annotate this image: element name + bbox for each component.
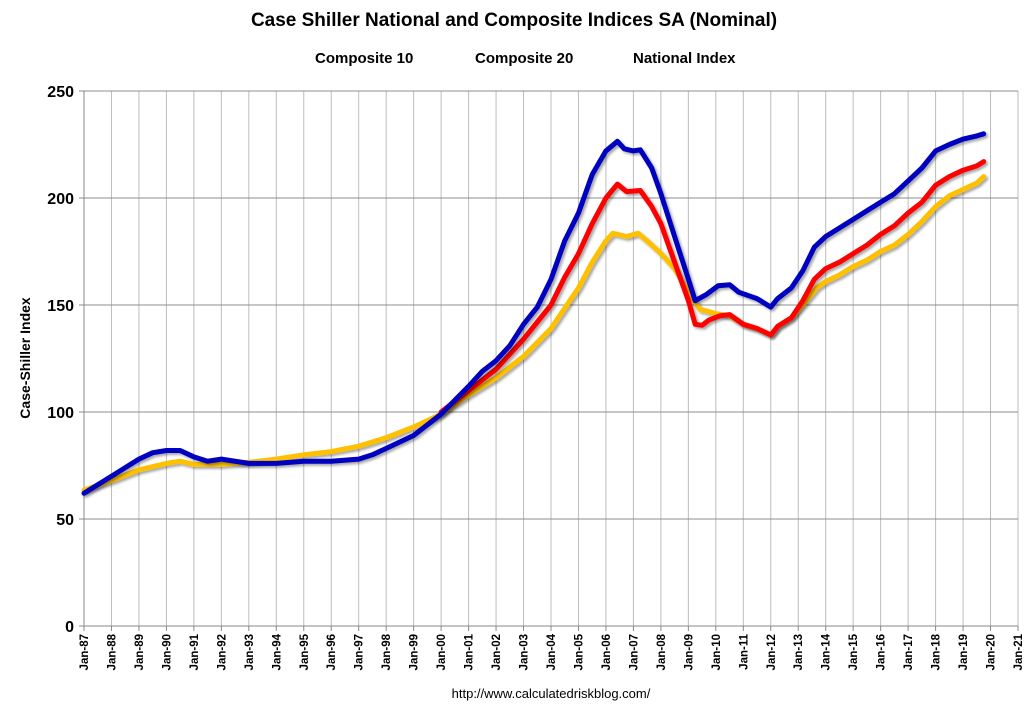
x-tick-label: Jan-97 bbox=[354, 634, 366, 670]
x-tick-label: Jan-17 bbox=[903, 634, 915, 670]
x-tick-label: Jan-00 bbox=[436, 634, 448, 670]
x-tick-label: Jan-03 bbox=[519, 634, 531, 670]
y-tick-label: 200 bbox=[47, 191, 74, 208]
axes: 0 50 100 150 200 250 Jan-87 Jan-88 Jan-89 Jan-90 J… bbox=[47, 84, 1025, 670]
x-tick-label: Jan-20 bbox=[986, 634, 998, 670]
x-tick-label: Jan-16 bbox=[876, 634, 888, 670]
x-tick-label: Jan-99 bbox=[409, 634, 421, 670]
chart-title: Case Shiller National and Composite Indi… bbox=[251, 10, 777, 31]
x-tick-label: Jan-90 bbox=[161, 634, 173, 670]
x-tick-label: Jan-95 bbox=[299, 633, 311, 670]
x-tick-label: Jan-04 bbox=[546, 633, 558, 670]
x-tick-label: Jan-19 bbox=[958, 634, 970, 670]
series-line-composite-20 bbox=[438, 159, 987, 415]
x-tick-label: Jan-18 bbox=[931, 633, 943, 670]
x-tick-label: Jan-15 bbox=[848, 633, 860, 670]
y-tick-label: 150 bbox=[47, 298, 74, 315]
y-axis-label: Case-Shiller Index bbox=[17, 297, 33, 419]
y-tick-label: 250 bbox=[47, 84, 74, 101]
x-tick-label: Jan-13 bbox=[793, 634, 805, 670]
legend-label: National Index bbox=[633, 50, 736, 67]
x-tick-label: Jan-94 bbox=[271, 633, 283, 670]
y-tick-label: 50 bbox=[56, 512, 74, 529]
x-tick-label: Jan-07 bbox=[628, 634, 640, 670]
x-tick-label: Jan-09 bbox=[683, 634, 695, 670]
y-tick-label: 0 bbox=[65, 619, 74, 636]
series-line-national-index bbox=[81, 174, 987, 493]
x-tick-label: Jan-21 bbox=[1013, 633, 1025, 670]
x-tick-label: Jan-10 bbox=[711, 634, 723, 670]
x-tick-label: Jan-87 bbox=[79, 634, 91, 670]
legend-label: Composite 10 bbox=[315, 50, 413, 67]
legend-label: Composite 20 bbox=[475, 50, 573, 67]
x-tick-label: Jan-91 bbox=[189, 633, 201, 670]
x-tick-label: Jan-98 bbox=[381, 633, 393, 670]
grid bbox=[84, 90, 1019, 626]
x-tick-label: Jan-88 bbox=[106, 633, 118, 670]
x-tick-label: Jan-05 bbox=[573, 633, 585, 670]
x-tick-label: Jan-89 bbox=[134, 634, 146, 670]
x-tick-label: Jan-12 bbox=[766, 634, 778, 670]
x-tick-label: Jan-06 bbox=[601, 634, 613, 670]
x-tick-label: Jan-96 bbox=[326, 634, 338, 670]
source-label: http://www.calculatedriskblog.com/ bbox=[452, 686, 651, 701]
series-line-composite-10 bbox=[81, 131, 987, 496]
x-tick-label: Jan-02 bbox=[491, 634, 503, 670]
x-tick-label: Jan-01 bbox=[464, 633, 476, 670]
series-lines bbox=[81, 131, 987, 496]
legend: Composite 10 Composite 20 National Index bbox=[285, 50, 736, 67]
y-tick-label: 100 bbox=[47, 405, 74, 422]
x-tick-label: Jan-08 bbox=[656, 633, 668, 670]
x-tick-label: Jan-11 bbox=[738, 633, 750, 669]
x-tick-label: Jan-14 bbox=[821, 633, 833, 670]
x-tick-label: Jan-92 bbox=[216, 634, 228, 670]
x-tick-label: Jan-93 bbox=[244, 634, 256, 670]
